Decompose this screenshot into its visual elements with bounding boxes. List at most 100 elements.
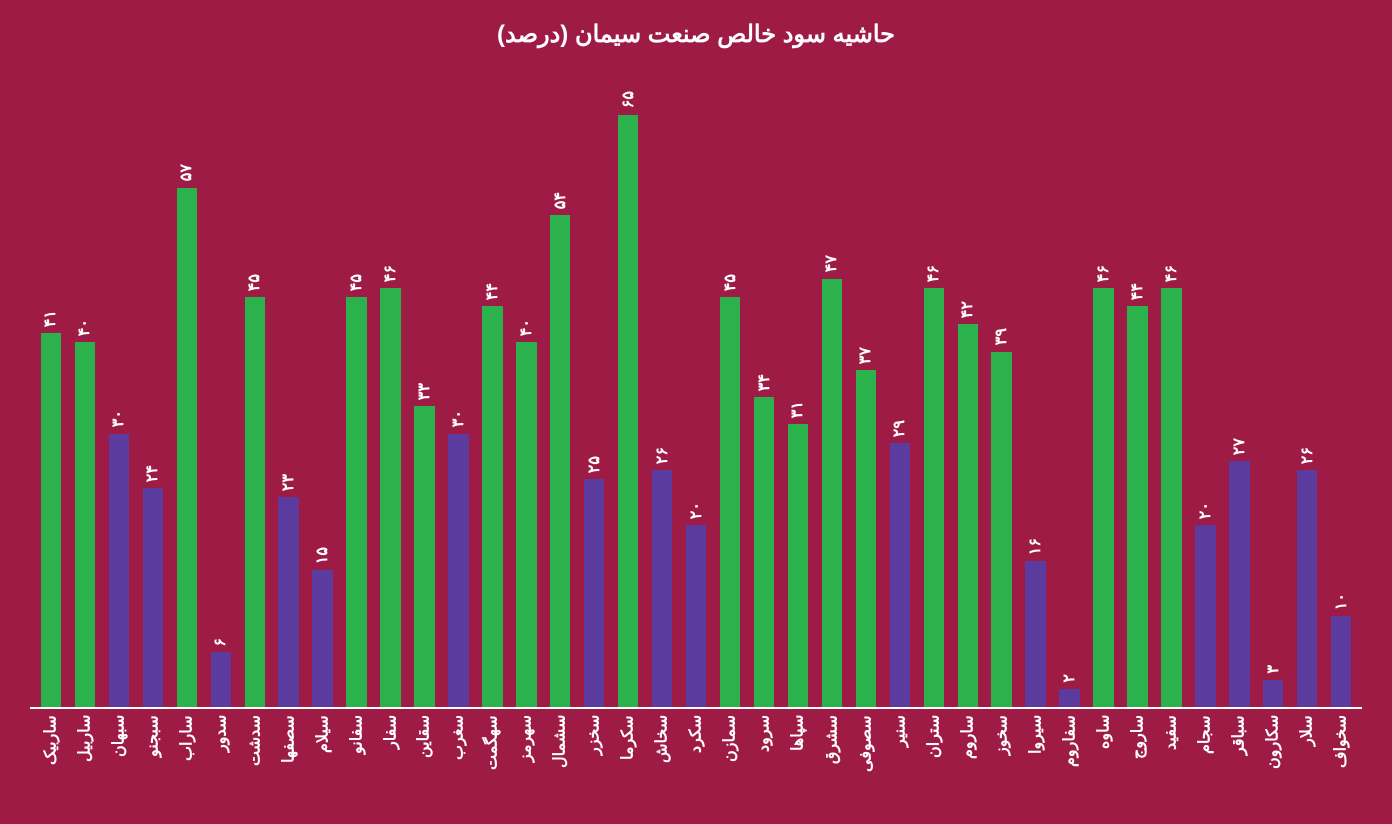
bar-wrap: ۵۷ <box>170 69 204 707</box>
x-axis-label: سبهان <box>102 715 136 805</box>
bar-wrap: ۴۶ <box>1154 69 1188 707</box>
chart-container: حاشیه سود خالص صنعت سیمان (درصد) ۴۱ ۴۰ ۳۰ ۲… <box>0 0 1392 824</box>
x-axis-label: سصوفی <box>849 715 883 805</box>
bar-wrap: ۶۵ <box>611 69 645 707</box>
bar-wrap: ۲۴ <box>136 69 170 707</box>
chart-title: حاشیه سود خالص صنعت سیمان (درصد) <box>30 20 1362 49</box>
bar-value-label: ۳۱ <box>788 401 807 418</box>
bar <box>109 434 129 707</box>
bar-wrap: ۲۶ <box>645 69 679 707</box>
bar <box>1229 461 1249 707</box>
bar <box>890 443 910 707</box>
x-axis-label: سفید <box>1154 715 1188 805</box>
bar-wrap: ۴۲ <box>951 69 985 707</box>
x-axis-label: سجام <box>1188 715 1222 805</box>
x-axis-label: ساراب <box>170 715 204 805</box>
bar-value-label: ۶۵ <box>619 91 638 108</box>
bar <box>686 525 706 707</box>
x-axis-label: سغرب <box>441 715 475 805</box>
x-axis-label: سصفها <box>272 715 306 805</box>
bar <box>652 470 672 707</box>
bar-value-label: ۳۷ <box>856 347 875 364</box>
bar-value-label: ۴۷ <box>822 255 841 272</box>
bar-value-label: ۱۰ <box>1332 593 1351 610</box>
bar-wrap: ۲۵ <box>577 69 611 707</box>
bar <box>924 288 944 707</box>
bar-value-label: ۲۷ <box>1230 438 1249 455</box>
x-axis-label: سخاش <box>645 715 679 805</box>
bar-value-label: ۶ <box>211 638 230 647</box>
x-axis-label: ساربیل <box>68 715 102 805</box>
bar-value-label: ۳۳ <box>415 383 434 400</box>
bar <box>1297 470 1317 707</box>
bar-value-label: ۳۹ <box>992 328 1011 345</box>
x-axis-label: سخواف <box>1324 715 1358 805</box>
x-axis-label: سلار <box>1290 715 1324 805</box>
bar-wrap: ۳۳ <box>407 69 441 707</box>
bar-value-label: ۱۶ <box>1026 538 1045 555</box>
plot-area: ۴۱۴۰۳۰۲۴۵۷۶۴۵۲۳۱۵۴۵۴۶۳۳۳۰۴۴۴۰۵۴۲۵۶۵۲۶۲۰۴… <box>30 69 1362 709</box>
bar-value-label: ۳۰ <box>109 410 128 427</box>
bar-value-label: ۲۰ <box>1196 502 1215 519</box>
bar-wrap: ۲۶ <box>1290 69 1324 707</box>
bar-wrap: ۴۵ <box>340 69 374 707</box>
bar <box>75 342 95 707</box>
x-axis-label: سمازن <box>713 715 747 805</box>
bar-value-label: ۲۵ <box>585 456 604 473</box>
bar <box>584 479 604 707</box>
bar <box>448 434 468 707</box>
bar-value-label: ۳ <box>1264 665 1283 674</box>
bar-wrap: ۴۶ <box>374 69 408 707</box>
bar <box>41 333 61 707</box>
bar-wrap: ۴۶ <box>1087 69 1121 707</box>
bar-wrap: ۱۵ <box>306 69 340 707</box>
bar-value-label: ۴۱ <box>41 310 60 327</box>
bar-value-label: ۲۶ <box>1298 447 1317 464</box>
x-axis-label: سهگمت <box>475 715 509 805</box>
bar-value-label: ۴۶ <box>381 265 400 282</box>
x-axis-label: ساربیک <box>34 715 68 805</box>
bar-value-label: ۲۹ <box>890 420 909 437</box>
bar <box>380 288 400 707</box>
bar <box>720 297 740 707</box>
x-axis-label: سکرما <box>611 715 645 805</box>
x-axis-label: ستران <box>917 715 951 805</box>
x-axis-label: سیلام <box>306 715 340 805</box>
bar-wrap: ۴۵ <box>238 69 272 707</box>
bar-value-label: ۱۵ <box>313 547 332 564</box>
bar-wrap: ۲۰ <box>679 69 713 707</box>
bar-wrap: ۴۵ <box>713 69 747 707</box>
bar-wrap: ۲۰ <box>1188 69 1222 707</box>
x-axis-labels: ساربیکساربیلسبهانسبجنوسارابسدورسدشتسصفها… <box>30 715 1362 805</box>
bar <box>991 352 1011 707</box>
bar-wrap: ۳۴ <box>747 69 781 707</box>
bar <box>788 424 808 707</box>
bar <box>1025 561 1045 707</box>
bar-value-label: ۴۴ <box>483 283 502 300</box>
x-axis-label: سدور <box>204 715 238 805</box>
x-axis-label: سپاها <box>781 715 815 805</box>
bar-wrap: ۳۷ <box>849 69 883 707</box>
x-axis-label: ساروج <box>1121 715 1155 805</box>
bar-value-label: ۳۴ <box>755 374 774 391</box>
bar-value-label: ۲ <box>1060 674 1079 683</box>
bar-wrap: ۲۹ <box>883 69 917 707</box>
bar <box>312 570 332 707</box>
bar-wrap: ۴۰ <box>509 69 543 707</box>
x-axis-label: سخوز <box>985 715 1019 805</box>
x-axis-label: سخزر <box>577 715 611 805</box>
bar <box>211 652 231 707</box>
bar <box>516 342 536 707</box>
bar <box>1195 525 1215 707</box>
x-axis-label: سقاین <box>407 715 441 805</box>
bar <box>414 406 434 707</box>
bar <box>550 215 570 707</box>
bar-wrap: ۴۶ <box>917 69 951 707</box>
bar-wrap: ۲۷ <box>1222 69 1256 707</box>
bar-wrap: ۳ <box>1256 69 1290 707</box>
bar-value-label: ۵۷ <box>177 164 196 181</box>
bar <box>958 324 978 707</box>
bar-value-label: ۲۳ <box>279 474 298 491</box>
bar-value-label: ۴۲ <box>958 301 977 318</box>
bar <box>1059 689 1079 707</box>
